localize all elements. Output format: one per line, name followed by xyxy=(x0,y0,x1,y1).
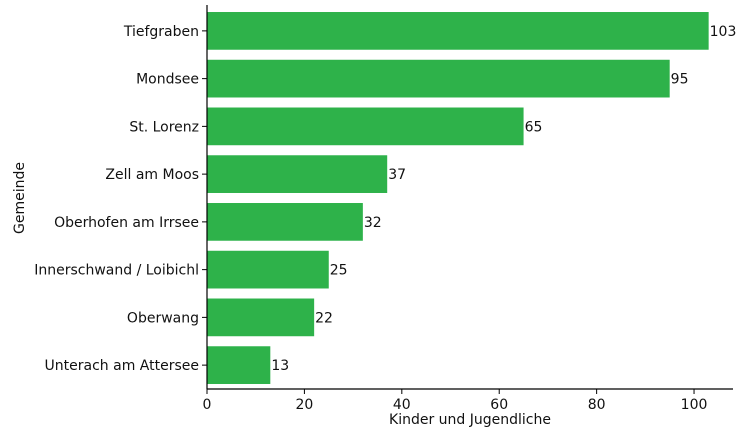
category-labels: Tiefgraben Mondsee St. Lorenz Zell am Moos O… xyxy=(34,24,207,374)
category-label: Mondsee xyxy=(136,72,199,88)
y-axis-title: Gemeinde xyxy=(12,162,28,234)
bar xyxy=(207,298,315,337)
data-label: 13 xyxy=(271,358,289,374)
bar xyxy=(207,203,363,241)
x-axis: 0 20 40 60 80 100 xyxy=(203,388,733,413)
data-label: 25 xyxy=(330,263,348,279)
x-tick-label: 20 xyxy=(295,397,313,413)
x-tick-label: 0 xyxy=(203,397,212,413)
x-tick-label: 100 xyxy=(681,397,708,413)
bar xyxy=(207,155,388,193)
category-label: Zell am Moos xyxy=(105,167,199,183)
data-label: 103 xyxy=(710,24,737,40)
category-label: Oberhofen am Irrsee xyxy=(54,215,199,231)
bar xyxy=(207,12,709,50)
data-label: 95 xyxy=(671,72,689,88)
data-labels: 103 95 65 37 32 25 22 13 xyxy=(271,24,736,374)
category-label: Unterach am Attersee xyxy=(45,358,199,374)
data-label: 65 xyxy=(525,119,543,135)
data-label: 22 xyxy=(315,310,333,326)
data-label: 37 xyxy=(388,167,406,183)
data-label: 32 xyxy=(364,215,382,231)
category-label: St. Lorenz xyxy=(129,119,199,135)
x-axis-title: Kinder und Jugendliche xyxy=(389,412,551,428)
bars-group xyxy=(207,12,709,384)
bar xyxy=(207,107,524,146)
bar xyxy=(207,346,271,384)
bar xyxy=(207,59,670,98)
bar xyxy=(207,250,329,289)
x-tick-label: 60 xyxy=(490,397,508,413)
category-label: Innerschwand / Loibichl xyxy=(34,263,199,279)
x-tick-label: 40 xyxy=(393,397,411,413)
category-label: Tiefgraben xyxy=(123,24,199,40)
x-tick-label: 80 xyxy=(588,397,606,413)
category-label: Oberwang xyxy=(127,310,199,326)
